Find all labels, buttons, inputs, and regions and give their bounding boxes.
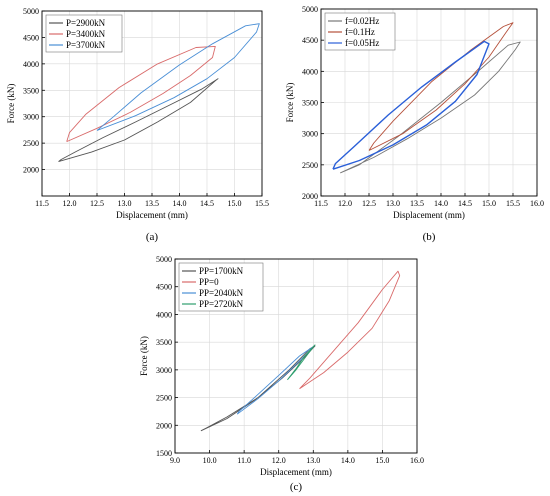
chart-panel-2: 11.5 12.0 12.5 13.0 13.5 14.0 14.5 15.0 15.5 16.0… xyxy=(285,5,544,243)
panel-label: (c) xyxy=(290,481,303,493)
y-tick-label: 2000 xyxy=(156,421,172,430)
x-tick-label: 14.0 xyxy=(173,199,187,208)
x-tick-label: 13.0 xyxy=(386,199,400,208)
x-tick-label: 15.5 xyxy=(255,199,269,208)
y-tick-label: 4500 xyxy=(302,36,318,45)
x-tick-label: 11.5 xyxy=(314,199,328,208)
x-axis-label: Displacement (mm) xyxy=(116,210,188,220)
y-tick-label: 5000 xyxy=(302,5,318,14)
legend-label: PP=1700kN xyxy=(199,266,244,276)
x-tick-label: 11.0 xyxy=(237,456,251,465)
y-axis-label: Force (kN) xyxy=(139,336,149,376)
x-tick-label: 16.0 xyxy=(410,456,424,465)
series-line-1 xyxy=(58,78,219,163)
y-axis-label: Force (kN) xyxy=(285,83,295,123)
x-tick-label: 14.5 xyxy=(200,199,214,208)
x-tick-label: 13.5 xyxy=(410,199,424,208)
panel-label: (b) xyxy=(423,231,436,243)
legend-label: PP=2040kN xyxy=(199,288,244,298)
legend-label: f=0.05Hz xyxy=(345,38,379,48)
y-tick-label: 3500 xyxy=(156,338,172,347)
y-tick-label: 3000 xyxy=(302,130,318,139)
x-tick-label: 14.5 xyxy=(458,199,472,208)
y-tick-label: 3500 xyxy=(23,86,39,95)
legend-label: PP=2720kN xyxy=(199,299,244,309)
x-tick-label: 12.0 xyxy=(338,199,352,208)
y-tick-label: 3000 xyxy=(23,113,39,122)
y-tick-label: 2500 xyxy=(302,161,318,170)
x-tick-label: 12.0 xyxy=(63,199,77,208)
y-tick-label: 2000 xyxy=(302,192,318,201)
y-tick-label: 3000 xyxy=(156,366,172,375)
y-tick-label: 1500 xyxy=(156,449,172,458)
chart-panel-3: 9.0 10.0 11.0 12.0 13.0 14.0 15.0 16.0 1500 2000 2… xyxy=(139,255,424,493)
legend-label: P=2900kN xyxy=(66,18,106,28)
axes-frame xyxy=(41,10,263,197)
y-axis-label: Force (kN) xyxy=(6,84,16,124)
x-tick-label: 13.0 xyxy=(118,199,132,208)
y-tick-label: 2500 xyxy=(156,394,172,403)
legend-label: P=3400kN xyxy=(66,29,106,39)
y-tick-label: 2500 xyxy=(23,139,39,148)
panel-label: (a) xyxy=(146,231,159,243)
x-tick-label: 14.0 xyxy=(434,199,448,208)
y-tick-label: 4500 xyxy=(23,33,39,42)
y-tick-label: 3500 xyxy=(302,99,318,108)
x-tick-label: 12.5 xyxy=(90,199,104,208)
legend-label: f=0.02Hz xyxy=(345,16,379,26)
y-tick-label: 4000 xyxy=(23,60,39,69)
series-line-4 xyxy=(287,344,316,381)
series-line-3 xyxy=(332,40,490,170)
legend-label: P=3700kN xyxy=(66,40,106,50)
series-line-2 xyxy=(299,270,401,390)
x-tick-label: 15.0 xyxy=(228,199,242,208)
legend-label: PP=0 xyxy=(199,277,219,287)
y-tick-label: 4500 xyxy=(156,283,172,292)
x-axis-label: Displacement (mm) xyxy=(260,467,332,477)
x-tick-label: 16.0 xyxy=(530,199,544,208)
x-tick-label: 12.5 xyxy=(362,199,376,208)
x-tick-label: 12.0 xyxy=(272,456,286,465)
x-axis-label: Displacement (mm) xyxy=(393,210,465,220)
x-tick-label: 11.5 xyxy=(35,199,49,208)
y-tick-label: 5000 xyxy=(156,255,172,264)
series-line-1 xyxy=(340,41,521,174)
axes-frame xyxy=(174,258,418,454)
y-tick-label: 5000 xyxy=(23,7,39,16)
x-tick-label: 9.0 xyxy=(170,456,180,465)
y-tick-label: 2000 xyxy=(23,166,39,175)
series-line-3 xyxy=(96,23,260,131)
x-tick-label: 13.0 xyxy=(306,456,320,465)
y-tick-label: 4000 xyxy=(302,67,318,76)
x-tick-label: 13.5 xyxy=(145,199,159,208)
chart-panel-1: 11.5 12.0 12.5 13.0 13.5 14.0 14.5 15.0 15.5 2000… xyxy=(6,7,269,243)
legend-label: f=0.1Hz xyxy=(345,27,375,37)
x-tick-label: 14.0 xyxy=(341,456,355,465)
series-line-2 xyxy=(66,45,216,143)
x-tick-label: 15.5 xyxy=(506,199,520,208)
series-line-2 xyxy=(368,22,514,151)
axes-frame xyxy=(320,8,538,197)
x-tick-label: 15.0 xyxy=(482,199,496,208)
y-tick-label: 4000 xyxy=(156,310,172,319)
x-tick-label: 10.0 xyxy=(203,456,217,465)
x-tick-label: 15.0 xyxy=(375,456,389,465)
